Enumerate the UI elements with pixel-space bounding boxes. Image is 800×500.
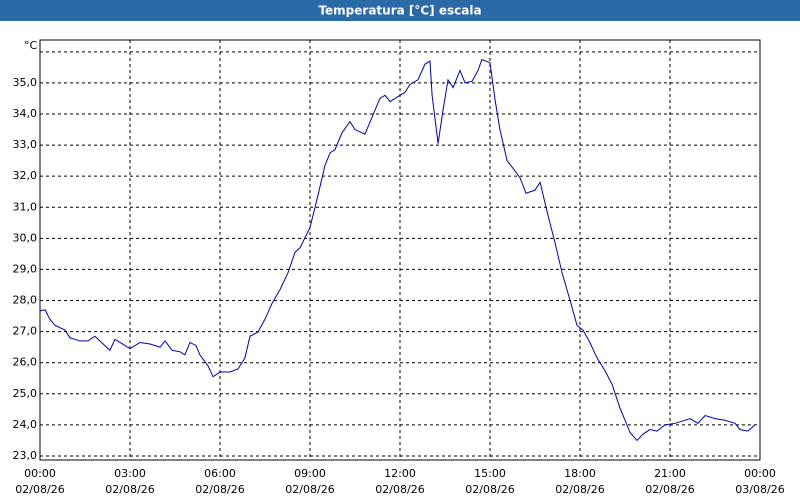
data-line <box>39 58 756 442</box>
y-tick-label: 32,0 <box>13 169 38 182</box>
x-tick-label: 06:00 <box>204 467 236 480</box>
x-tick-label: 00:00 <box>24 467 56 480</box>
y-tick-label: 31,0 <box>13 200 38 213</box>
y-tick-label: 28,0 <box>13 294 38 307</box>
y-tick-label: 24,0 <box>13 418 38 431</box>
x-tick-date: 02/08/26 <box>375 483 424 496</box>
x-tick-label: 00:00 <box>744 467 776 480</box>
y-tick-label: 30,0 <box>13 231 38 244</box>
x-tick-label: 03:00 <box>114 467 146 480</box>
x-tick-label: 15:00 <box>474 467 506 480</box>
y-tick-label: 29,0 <box>13 262 38 275</box>
x-tick-date: 02/08/26 <box>15 483 64 496</box>
y-tick-label: 27,0 <box>13 325 38 338</box>
x-tick-date: 02/08/26 <box>105 483 154 496</box>
x-tick-date: 03/08/26 <box>735 483 784 496</box>
x-tick-label: 21:00 <box>654 467 686 480</box>
x-tick-date: 02/08/26 <box>195 483 244 496</box>
y-tick-label: 25,0 <box>13 387 38 400</box>
x-tick-date: 02/08/26 <box>645 483 694 496</box>
x-tick-date: 02/08/26 <box>285 483 334 496</box>
y-tick-label: 26,0 <box>13 356 38 369</box>
y-tick-label: 35,0 <box>13 76 38 89</box>
y-tick-label: 34,0 <box>13 107 38 120</box>
x-tick-label: 18:00 <box>564 467 596 480</box>
x-tick-date: 02/08/26 <box>555 483 604 496</box>
x-tick-label: 09:00 <box>294 467 326 480</box>
y-tick-label: 33,0 <box>13 138 38 151</box>
title-bar <box>0 0 800 21</box>
chart-title: Temperatura [°C] escala <box>318 4 481 18</box>
x-tick-label: 12:00 <box>384 467 416 480</box>
x-tick-date: 02/08/26 <box>465 483 514 496</box>
y-tick-label: 23,0 <box>13 449 38 462</box>
y-unit-label: °C <box>24 39 38 52</box>
